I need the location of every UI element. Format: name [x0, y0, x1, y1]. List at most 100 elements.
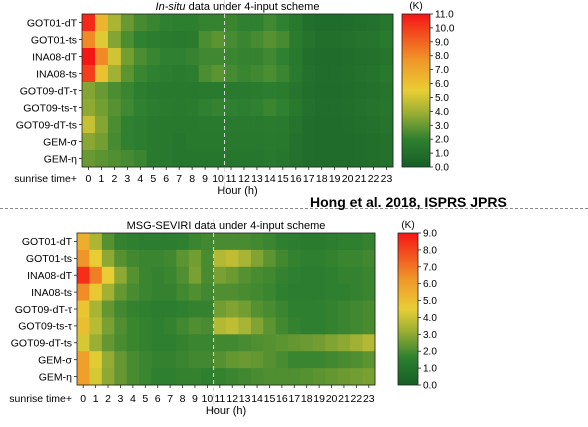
- heatmap-cell: [289, 65, 303, 83]
- heatmap-cell: [325, 266, 339, 285]
- heatmap-cell: [362, 283, 376, 301]
- heatmap-cell: [163, 317, 177, 335]
- heatmap-cell: [226, 300, 239, 318]
- colorbar-tick-label: 2.0: [423, 347, 437, 358]
- heatmap-cell: [185, 48, 200, 66]
- colorbar-tick-label: 6.0: [423, 279, 437, 290]
- heatmap-cell: [250, 233, 264, 251]
- x-tick-label: 18: [301, 393, 313, 405]
- heatmap-cell: [275, 334, 289, 352]
- x-tick-label: 6: [163, 173, 169, 185]
- heatmap-cell: [312, 368, 326, 386]
- heatmap-cell: [263, 82, 277, 100]
- heatmap-cell: [302, 82, 316, 100]
- heatmap-cell: [176, 233, 190, 251]
- heatmap-cell: [107, 31, 122, 49]
- x-tick-label: 21: [338, 393, 350, 405]
- x-tick-label: 0: [80, 393, 86, 405]
- heatmap-cell: [211, 150, 225, 168]
- heatmap-cell: [328, 31, 342, 49]
- heatmap-cell: [300, 300, 314, 318]
- heatmap-cell: [77, 249, 90, 268]
- heatmap-cell: [82, 14, 96, 32]
- heatmap-cell: [126, 317, 140, 335]
- heatmap-cell: [198, 14, 212, 32]
- heatmap-cell: [300, 266, 314, 285]
- heatmap-cell: [224, 116, 238, 134]
- heatmap-cell: [188, 351, 202, 369]
- heatmap-cell: [250, 368, 264, 386]
- heatmap-cell: [107, 82, 122, 100]
- heatmap-cell: [226, 266, 239, 285]
- heatmap-cell: [114, 249, 128, 268]
- heatmap-cell: [172, 82, 187, 100]
- heatmap-cell: [362, 368, 376, 386]
- heatmap-cell: [288, 368, 301, 386]
- heatmap-cell: [337, 368, 351, 386]
- heatmap-cell: [315, 133, 329, 151]
- heatmap-cell: [114, 300, 128, 318]
- heatmap-cell: [250, 48, 264, 66]
- heatmap-cell: [238, 300, 252, 318]
- heatmap-cell: [328, 99, 342, 117]
- heatmap-cell: [101, 317, 115, 335]
- heatmap-cell: [114, 266, 128, 285]
- heatmap-cell: [224, 31, 238, 49]
- heatmap-cell: [146, 31, 161, 49]
- heatmap-cell: [94, 82, 109, 100]
- y-tick-label: GEM-σ: [43, 136, 77, 148]
- heatmap-cell: [126, 334, 140, 352]
- heatmap-cell: [380, 48, 394, 66]
- heatmap-cell: [328, 82, 342, 100]
- x-tick-label: 22: [368, 173, 380, 185]
- heatmap-cell: [176, 249, 190, 268]
- heatmap-cell: [77, 334, 90, 352]
- heatmap-cell: [328, 65, 342, 83]
- heatmap-cell: [315, 150, 329, 168]
- heatmap-cell: [328, 150, 342, 168]
- heatmap-cell: [211, 65, 225, 83]
- y-tick-label: INA08-ts: [36, 68, 77, 80]
- heatmap-cell: [276, 65, 290, 83]
- heatmap-cell: [275, 300, 289, 318]
- heatmap-cell: [276, 116, 290, 134]
- heatmap-cell: [159, 82, 174, 100]
- x-tick-label: 5: [142, 393, 148, 405]
- heatmap-cell: [337, 334, 351, 352]
- heatmap-cell: [151, 351, 165, 369]
- heatmap-cell: [367, 116, 381, 134]
- x-tick-label: 15: [264, 393, 276, 405]
- x-tick-label: 19: [313, 393, 325, 405]
- x-tick-label: 16: [276, 393, 288, 405]
- heatmap-cell: [312, 334, 326, 352]
- heatmap-cell: [114, 233, 128, 251]
- colorbar: [401, 13, 431, 168]
- heatmap-cell: [275, 368, 289, 386]
- heatmap-cell: [300, 283, 314, 301]
- heatmap-cell: [250, 133, 264, 151]
- heatmap-cell: [213, 266, 227, 285]
- heatmap-cell: [107, 133, 122, 151]
- x-tick-label: sunrise time+: [14, 173, 77, 185]
- heatmap-cell: [213, 317, 227, 335]
- x-tick-label: 20: [342, 173, 354, 185]
- heatmap-cell: [354, 82, 368, 100]
- heatmap-cell: [151, 300, 165, 318]
- heatmap-cell: [185, 99, 200, 117]
- heatmap-cell: [146, 99, 161, 117]
- x-tick-label: 8: [189, 173, 195, 185]
- heatmap-cell: [211, 133, 225, 151]
- heatmap-cell: [120, 82, 135, 100]
- heatmap-cell: [146, 82, 161, 100]
- heatmap-cell: [263, 317, 277, 335]
- y-tick-label: INA08-ts: [31, 287, 72, 299]
- heatmap-cell: [325, 233, 339, 251]
- y-tick-label: GOT01-dT: [27, 17, 78, 29]
- heatmap-cell: [367, 65, 381, 83]
- heatmap-cell: [224, 99, 238, 117]
- heatmap-cell: [380, 82, 394, 100]
- heatmap-cell: [289, 82, 303, 100]
- heatmap-cell: [250, 82, 264, 100]
- heatmap-cell: [151, 368, 165, 386]
